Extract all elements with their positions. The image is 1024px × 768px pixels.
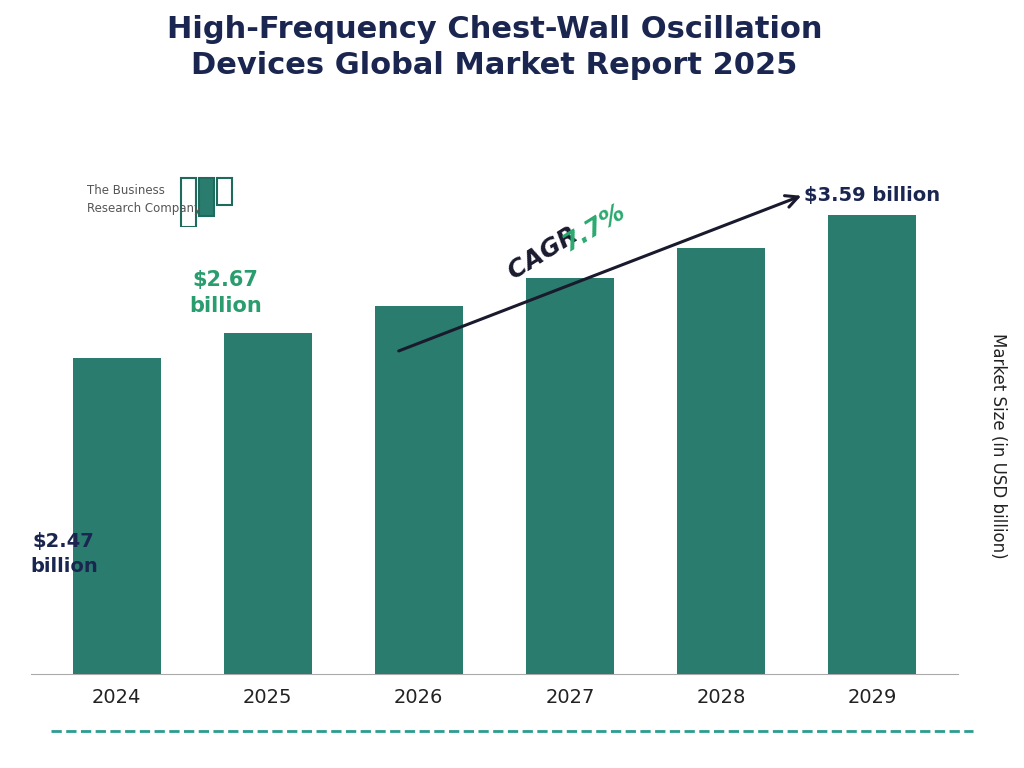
Text: 7.7%: 7.7% bbox=[558, 199, 630, 256]
Text: $2.47
billion: $2.47 billion bbox=[30, 532, 97, 576]
Text: $3.59 billion: $3.59 billion bbox=[804, 186, 940, 205]
Bar bbox=[526, 278, 613, 674]
Bar bbox=[73, 359, 161, 674]
Bar bbox=[181, 227, 231, 228]
Bar bbox=[199, 178, 214, 216]
Bar bbox=[224, 333, 311, 674]
Bar bbox=[677, 248, 765, 674]
Bar bbox=[828, 215, 915, 674]
Text: CAGR: CAGR bbox=[504, 218, 590, 284]
Bar bbox=[181, 178, 196, 227]
Text: Market Size (in USD billion): Market Size (in USD billion) bbox=[989, 333, 1008, 558]
Bar bbox=[375, 306, 463, 674]
Title: High-Frequency Chest-Wall Oscillation
Devices Global Market Report 2025: High-Frequency Chest-Wall Oscillation De… bbox=[167, 15, 822, 80]
Bar bbox=[217, 178, 231, 205]
Text: $2.67
billion: $2.67 billion bbox=[189, 270, 262, 316]
Text: The Business
Research Company: The Business Research Company bbox=[87, 184, 201, 215]
